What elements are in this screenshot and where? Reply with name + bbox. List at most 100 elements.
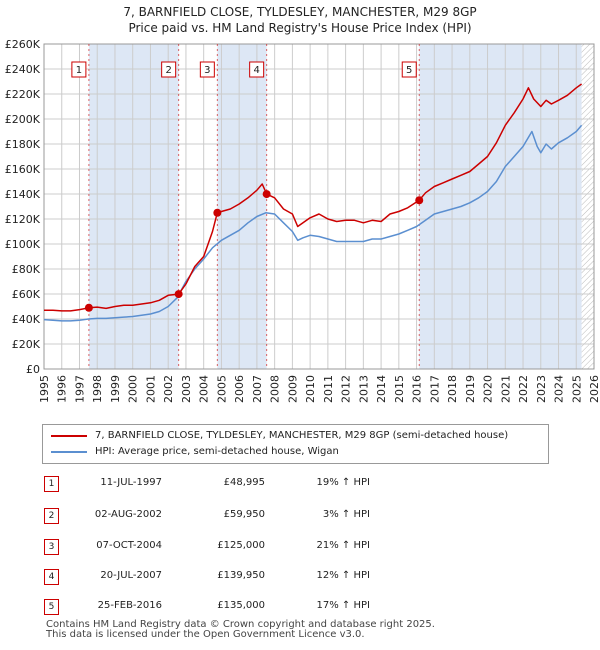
x-tick-label: 2018 (446, 375, 459, 403)
sale-row: 4 20-JUL-2007 £139,950 12% ↑ HPI (0, 566, 600, 588)
x-tick-label: 2025 (570, 375, 583, 403)
y-tick-label: £60K (12, 288, 41, 301)
y-tick-label: £80K (12, 263, 41, 276)
plot-border (43, 43, 595, 370)
x-tick-label: 2024 (553, 375, 566, 403)
sale-row: 1 11-JUL-1997 £48,995 19% ↑ HPI (0, 473, 600, 495)
sale-marker-badge (199, 61, 215, 78)
y-tick-label: £20K (12, 338, 41, 351)
x-tick-label: 2005 (215, 375, 228, 403)
x-tick-label: 2004 (198, 375, 211, 403)
sale-marker-label: 5 (406, 65, 412, 76)
x-tick-label: 2010 (304, 375, 317, 403)
x-tick-label: 2008 (269, 375, 282, 403)
sale-number-badge: 4 (44, 569, 59, 585)
sale-row: 3 07-OCT-2004 £125,000 21% ↑ HPI (0, 536, 600, 558)
sale-number-badge: 5 (44, 599, 59, 615)
legend-label-property: 7, BARNFIELD CLOSE, TYLDESLEY, MANCHESTE… (95, 430, 509, 441)
x-tick-label: 2014 (375, 375, 388, 403)
chart-legend: 7, BARNFIELD CLOSE, TYLDESLEY, MANCHESTE… (42, 424, 549, 464)
x-tick-label: 2009 (286, 375, 299, 403)
y-tick-label: £260K (5, 38, 41, 51)
legend-swatch-hpi (51, 451, 87, 453)
y-tick-label: £160K (5, 163, 41, 176)
sale-price: £139,950 (217, 570, 265, 581)
forecast-hatch (581, 44, 594, 369)
sale-price: £125,000 (217, 540, 265, 551)
x-tick-label: 1998 (91, 375, 104, 403)
x-tick-label: 2006 (233, 375, 246, 403)
footer-attribution: Contains HM Land Registry data © Crown c… (46, 620, 435, 640)
x-tick-label: 2013 (357, 375, 370, 403)
x-tick-label: 2017 (428, 375, 441, 403)
x-tick-label: 1996 (56, 375, 69, 403)
x-tick-label: 2007 (251, 375, 264, 403)
sale-hpi-change: 21% ↑ HPI (316, 540, 370, 551)
x-tick-label: 2022 (517, 375, 530, 403)
sale-price: £48,995 (223, 477, 265, 488)
x-tick-label: 1995 (38, 375, 51, 403)
sale-point (415, 196, 424, 205)
y-tick-label: £0 (26, 363, 40, 376)
x-tick-label: 2000 (127, 375, 140, 403)
x-tick-label: 2020 (482, 375, 495, 403)
x-tick-label: 2003 (180, 375, 193, 403)
sale-hpi-change: 17% ↑ HPI (316, 600, 370, 611)
sale-point (262, 190, 271, 199)
y-tick-label: £200K (5, 113, 41, 126)
y-tick-label: £140K (5, 188, 41, 201)
ownership-shade (88, 44, 179, 369)
ownership-shade (419, 44, 582, 369)
hpi-line (43, 124, 583, 322)
sale-hpi-change: 19% ↑ HPI (316, 477, 370, 488)
x-tick-label: 1999 (109, 375, 122, 403)
ownership-shade (217, 44, 267, 369)
sale-row: 5 25-FEB-2016 £135,000 17% ↑ HPI (0, 596, 600, 618)
x-tick-label: 2001 (144, 375, 157, 403)
sale-marker-label: 1 (76, 65, 82, 76)
sale-number-badge: 2 (44, 508, 59, 524)
sale-marker-label: 2 (165, 65, 171, 76)
footer-copyright: Contains HM Land Registry data © Crown c… (46, 619, 435, 630)
sale-marker-badge (71, 61, 87, 78)
x-tick-label: 2016 (411, 375, 424, 403)
sale-marker-label: 3 (204, 65, 210, 76)
x-tick-label: 2012 (340, 375, 353, 403)
x-tick-label: 2021 (499, 375, 512, 403)
sale-date: 11-JUL-1997 (100, 477, 162, 488)
sale-number-badge: 3 (44, 539, 59, 555)
sale-marker-badge (249, 61, 265, 78)
sale-date: 07-OCT-2004 (96, 540, 162, 551)
sale-hpi-change: 3% ↑ HPI (322, 509, 370, 520)
property-price-line (44, 83, 583, 312)
y-tick-label: £220K (5, 88, 41, 101)
chart-subtitle: Price paid vs. HM Land Registry's House … (128, 21, 472, 35)
x-tick-label: 2026 (588, 375, 600, 403)
y-tick-label: £100K (5, 238, 41, 251)
y-tick-label: £120K (5, 213, 41, 226)
x-tick-label: 2023 (535, 375, 548, 403)
chart-title: 7, BARNFIELD CLOSE, TYLDESLEY, MANCHESTE… (123, 5, 477, 19)
y-tick-label: £40K (12, 313, 41, 326)
x-tick-label: 1997 (73, 375, 86, 403)
x-tick-label: 2015 (393, 375, 406, 403)
footer-license: This data is licensed under the Open Gov… (46, 629, 365, 640)
legend-label-hpi: HPI: Average price, semi-detached house,… (95, 446, 339, 457)
sale-marker-badge (401, 61, 417, 78)
legend-swatch-property (51, 435, 87, 437)
x-tick-label: 2002 (162, 375, 175, 403)
sale-number-badge: 1 (44, 476, 59, 492)
sale-date: 25-FEB-2016 (97, 600, 162, 611)
sale-row: 2 02-AUG-2002 £59,950 3% ↑ HPI (0, 505, 600, 527)
y-tick-label: £240K (5, 63, 41, 76)
sale-marker-badge (161, 61, 177, 78)
sale-point (213, 208, 222, 217)
sale-point (174, 290, 183, 299)
price-chart: £0 £20K £40K £60K £80K £100K £120K £140K £160K £1… (5, 38, 600, 403)
y-tick-label: £180K (5, 138, 41, 151)
x-tick-label: 2011 (322, 375, 335, 403)
sale-marker-label: 4 (253, 65, 259, 76)
sale-price: £135,000 (217, 600, 265, 611)
x-tick-label: 2019 (464, 375, 477, 403)
sale-price: £59,950 (223, 509, 265, 520)
